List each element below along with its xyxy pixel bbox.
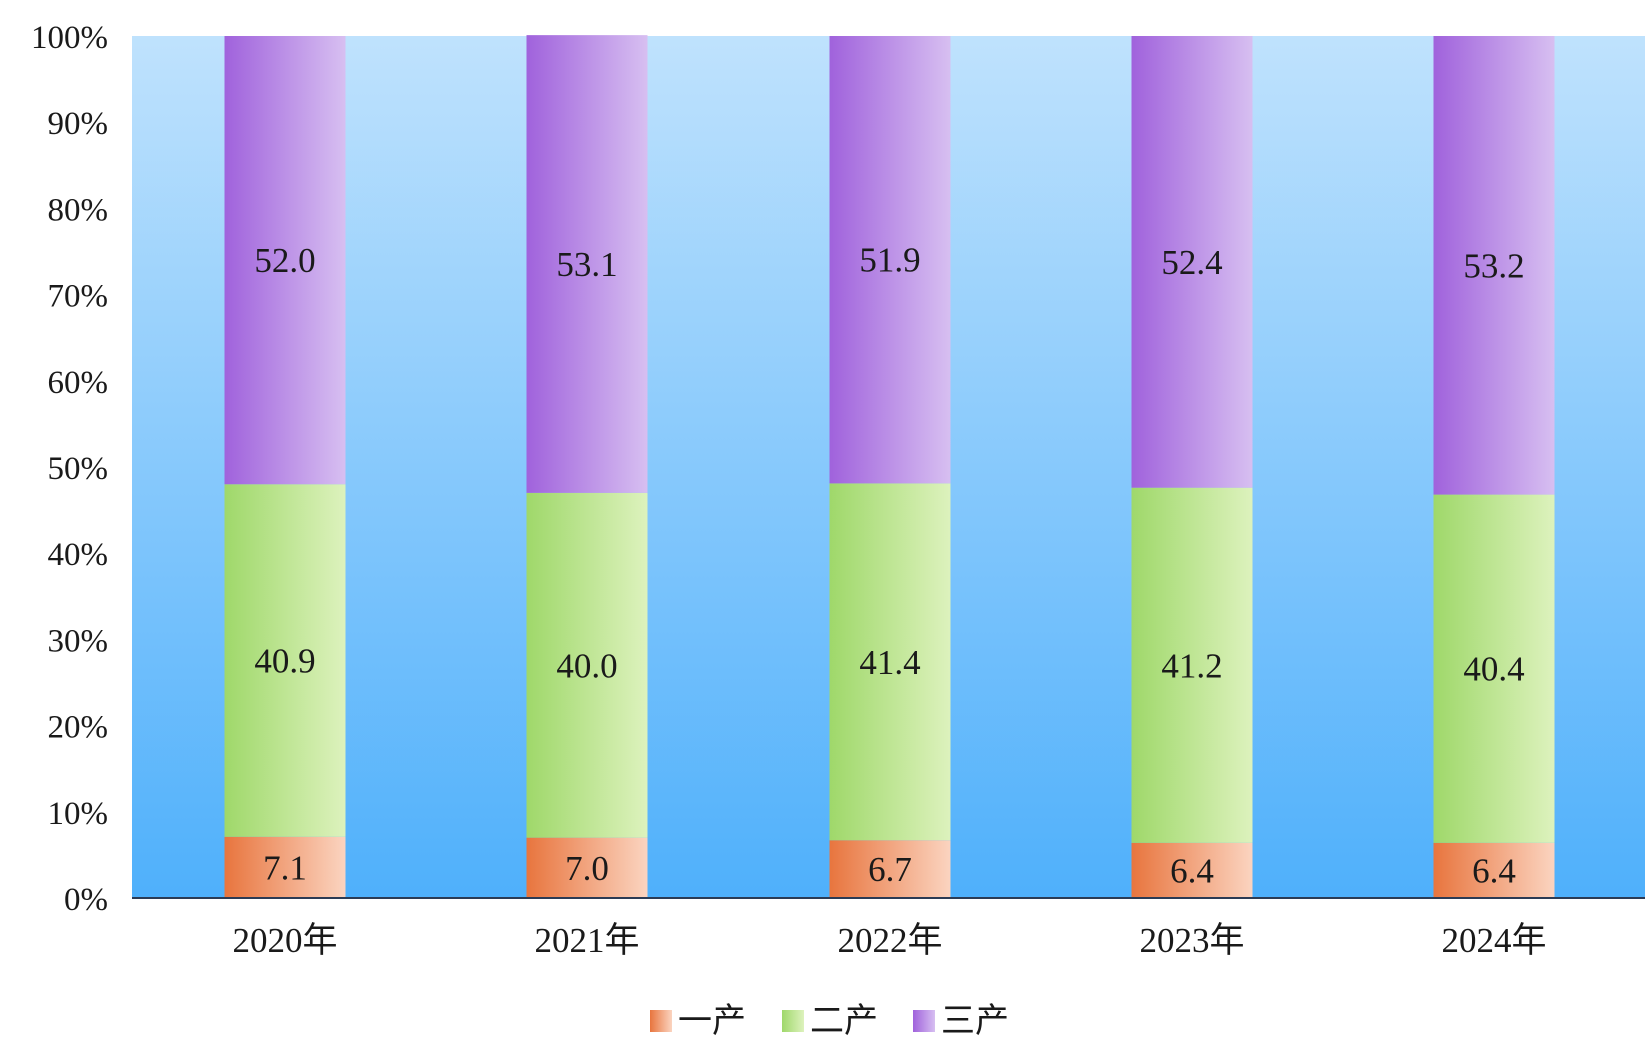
y-tick-label: 50% xyxy=(48,451,109,487)
y-tick-label: 70% xyxy=(48,279,109,315)
data-label-primary-2024: 6.4 xyxy=(1472,851,1516,890)
bar-secondary-2021 xyxy=(526,492,648,838)
data-label-tertiary-2023: 52.4 xyxy=(1161,243,1222,282)
data-label-primary-2021: 7.0 xyxy=(565,849,609,888)
bar-primary-2023 xyxy=(1131,842,1253,898)
y-tick-label: 90% xyxy=(48,106,109,142)
bar-group-2021: 7.0 40.0 53.1 xyxy=(526,35,648,898)
bar-secondary-2020 xyxy=(224,484,346,837)
bar-primary-2024 xyxy=(1433,842,1555,898)
y-tick-label: 10% xyxy=(48,796,109,832)
x-tick-label-2020: 2020年 xyxy=(232,921,337,960)
bar-tertiary-2024 xyxy=(1433,36,1555,495)
data-label-secondary-2022: 41.4 xyxy=(859,643,920,682)
bar-tertiary-2021 xyxy=(526,35,648,493)
legend-swatch-tertiary xyxy=(913,1010,935,1032)
data-label-secondary-2024: 40.4 xyxy=(1463,650,1524,689)
bar-group-2020: 7.1 40.9 52.0 xyxy=(224,36,346,898)
bars-layer: 7.1 40.9 52.0 7.0 40.0 53.1 6.7 41.4 51.9 6.4 41.2… xyxy=(224,35,1555,898)
data-label-secondary-2021: 40.0 xyxy=(556,646,617,685)
x-tick-label-2021: 2021年 xyxy=(534,921,639,960)
data-label-tertiary-2020: 52.0 xyxy=(254,241,315,280)
bar-primary-2021 xyxy=(526,837,648,898)
bar-primary-2022 xyxy=(829,840,951,898)
y-tick-label: 20% xyxy=(48,710,109,746)
data-label-primary-2022: 6.7 xyxy=(868,850,912,889)
legend-item-secondary: 二产 xyxy=(782,1002,878,1040)
data-label-primary-2020: 7.1 xyxy=(263,848,307,887)
legend: 一产 二产 三产 xyxy=(650,1002,1009,1040)
bar-secondary-2022 xyxy=(829,483,951,841)
bar-secondary-2023 xyxy=(1131,487,1253,843)
x-tick-label-2022: 2022年 xyxy=(837,921,942,960)
data-label-secondary-2023: 41.2 xyxy=(1161,646,1222,685)
legend-label-tertiary: 三产 xyxy=(941,1002,1009,1040)
data-label-tertiary-2022: 51.9 xyxy=(859,241,920,280)
x-tick-label-2024: 2024年 xyxy=(1441,921,1546,960)
y-tick-label: 80% xyxy=(48,192,109,228)
legend-label-secondary: 二产 xyxy=(810,1002,878,1040)
data-label-tertiary-2024: 53.2 xyxy=(1463,246,1524,285)
y-tick-label: 0% xyxy=(64,882,108,918)
y-tick-label: 60% xyxy=(48,365,109,401)
axis-layer: 0% 10% 20% 30% 40% 50% 60% 70% 80% 90% 100% 2020年 20… xyxy=(31,20,1645,960)
bar-group-2023: 6.4 41.2 52.4 xyxy=(1131,36,1253,898)
bar-tertiary-2023 xyxy=(1131,36,1253,488)
y-tick-label: 100% xyxy=(31,20,108,56)
legend-label-primary: 一产 xyxy=(678,1002,746,1040)
bar-secondary-2024 xyxy=(1433,494,1555,843)
x-tick-label-2023: 2023年 xyxy=(1139,921,1244,960)
bar-primary-2020 xyxy=(224,836,346,898)
y-tick-label: 40% xyxy=(48,537,109,573)
legend-swatch-secondary xyxy=(782,1010,804,1032)
data-label-secondary-2020: 40.9 xyxy=(254,642,315,681)
bar-group-2022: 6.7 41.4 51.9 xyxy=(829,36,951,898)
legend-item-tertiary: 三产 xyxy=(913,1002,1009,1040)
bar-tertiary-2020 xyxy=(224,36,346,485)
bar-group-2024: 6.4 40.4 53.2 xyxy=(1433,36,1555,898)
data-label-tertiary-2021: 53.1 xyxy=(556,245,617,284)
legend-swatch-primary xyxy=(650,1010,672,1032)
bar-tertiary-2022 xyxy=(829,36,951,484)
y-tick-label: 30% xyxy=(48,623,109,659)
data-label-primary-2023: 6.4 xyxy=(1170,851,1214,890)
legend-item-primary: 一产 xyxy=(650,1002,746,1040)
